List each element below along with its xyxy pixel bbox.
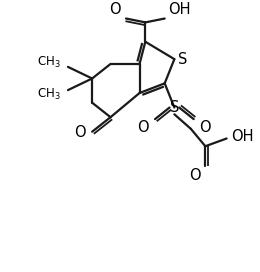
Text: O: O [138,120,149,135]
Text: OH: OH [231,129,254,144]
Text: O: O [199,120,211,135]
Text: O: O [74,125,85,140]
Text: S: S [178,52,188,67]
Text: CH$_3$: CH$_3$ [36,87,60,103]
Text: O: O [109,2,121,17]
Text: S: S [170,100,179,115]
Text: CH$_3$: CH$_3$ [36,54,60,70]
Text: O: O [189,168,200,183]
Text: OH: OH [168,2,191,17]
